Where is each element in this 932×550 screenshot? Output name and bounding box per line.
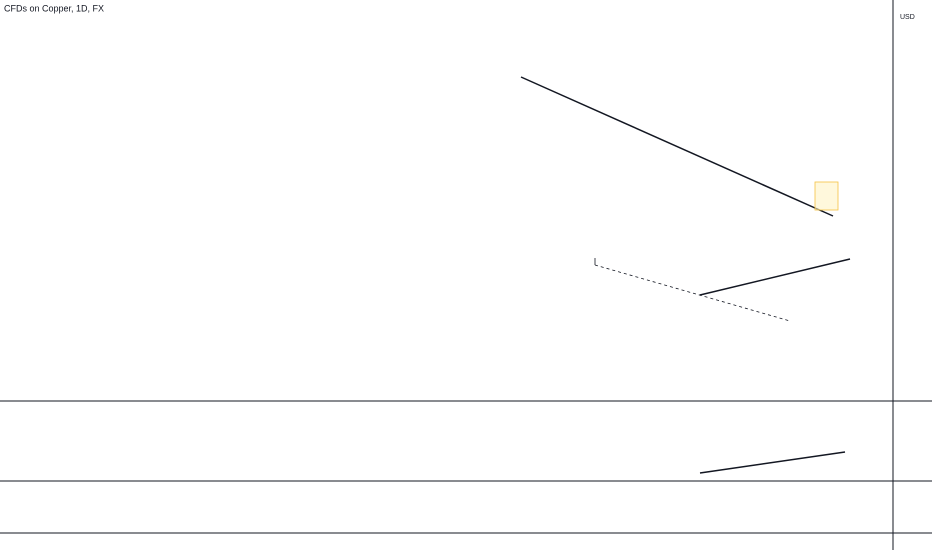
drawings — [520, 76, 851, 474]
rsi-trendline — [699, 451, 846, 474]
highlight-box — [814, 181, 839, 211]
trendline-dashed — [594, 264, 791, 322]
trendline — [520, 76, 834, 217]
chart-title: CFDs on Copper, 1D, FX — [4, 3, 104, 13]
currency: USD — [900, 14, 915, 21]
trendline — [699, 258, 851, 296]
